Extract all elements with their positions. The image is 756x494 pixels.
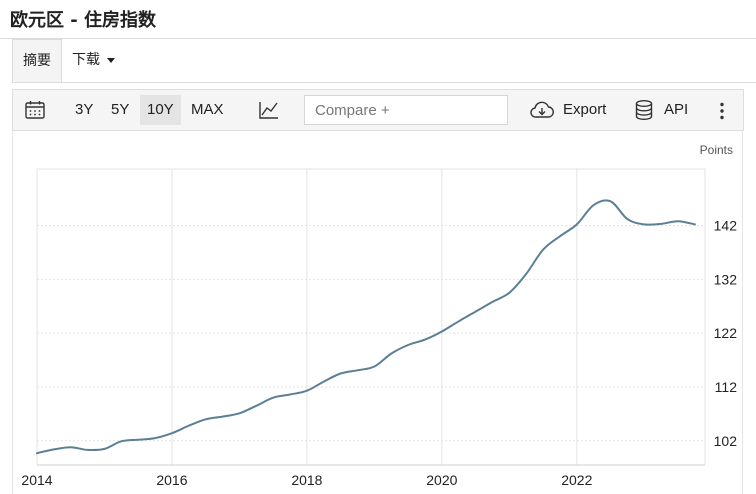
tabs-divider — [12, 82, 756, 83]
chart-frame — [12, 131, 743, 494]
range-max-button[interactable]: MAX — [191, 101, 224, 118]
tab-download-menu[interactable]: 下载 — [62, 39, 125, 82]
housing-index-chart: 102 112 122 132 142 2014 2016 2018 2020 2022 Poi… — [21, 143, 738, 488]
export-button[interactable]: Export — [563, 101, 607, 118]
y-tick-label-132: 132 — [714, 271, 738, 287]
tab-summary[interactable]: 摘要 — [12, 39, 62, 83]
page-title: 欧元区 - 住房指数 — [10, 10, 157, 31]
caret-down-icon — [107, 57, 115, 63]
cloud-download-icon[interactable] — [530, 101, 554, 119]
api-button[interactable]: API — [664, 101, 689, 118]
y-tick-label-122: 122 — [714, 325, 738, 341]
title-divider — [0, 38, 756, 39]
x-tick-label-2022: 2022 — [561, 472, 592, 488]
y-tick-label-102: 102 — [714, 433, 738, 449]
series-line — [36, 199, 696, 455]
y-axis-unit-label: Points — [700, 143, 733, 157]
tab-bar: 摘要 下载 — [12, 39, 125, 83]
line-chart-icon[interactable] — [259, 101, 279, 119]
calendar-icon[interactable] — [25, 101, 45, 119]
more-vertical-icon[interactable] — [719, 102, 725, 120]
x-tick-label-2016: 2016 — [156, 472, 187, 488]
range-5y-button[interactable]: 5Y — [111, 101, 130, 118]
compare-input[interactable] — [304, 95, 508, 125]
x-tick-label-2014: 2014 — [21, 472, 52, 488]
tab-download-label: 下载 — [72, 52, 100, 68]
x-tick-label-2020: 2020 — [426, 472, 457, 488]
range-10y-button[interactable]: 10Y — [140, 95, 181, 125]
chart-area: 102 112 122 132 142 2014 2016 2018 2020 2022 Poi… — [0, 131, 756, 494]
y-tick-label-142: 142 — [714, 218, 738, 234]
chart-toolbar: 3Y 5Y 10Y MAX Export API — [12, 89, 744, 131]
y-tick-label-112: 112 — [715, 379, 738, 395]
range-3y-button[interactable]: 3Y — [75, 101, 94, 118]
database-icon[interactable] — [635, 100, 653, 120]
x-tick-label-2018: 2018 — [291, 472, 322, 488]
